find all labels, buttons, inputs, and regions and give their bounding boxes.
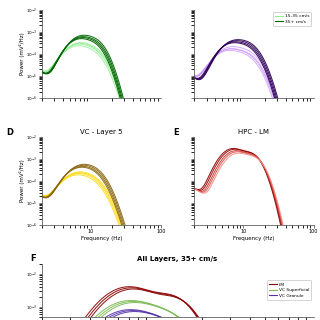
- Title: VC - Layer 5: VC - Layer 5: [80, 129, 123, 135]
- X-axis label: Frequency (Hz): Frequency (Hz): [81, 236, 122, 241]
- Text: F: F: [31, 254, 36, 263]
- Title: HPC - LM: HPC - LM: [238, 129, 269, 135]
- Legend: LM, VC Superficial, VC Granule: LM, VC Superficial, VC Granule: [267, 280, 311, 300]
- Text: D: D: [6, 128, 13, 137]
- Legend: 15-35 cm/s, 35+ cm/s: 15-35 cm/s, 35+ cm/s: [273, 12, 311, 26]
- X-axis label: Frequency (Hz): Frequency (Hz): [233, 236, 275, 241]
- Title: All Layers, 35+ cm/s: All Layers, 35+ cm/s: [138, 256, 218, 262]
- Y-axis label: Power (mV²/Hz): Power (mV²/Hz): [19, 33, 25, 75]
- Y-axis label: Power (mV²/Hz): Power (mV²/Hz): [19, 160, 25, 202]
- Text: E: E: [173, 128, 179, 137]
